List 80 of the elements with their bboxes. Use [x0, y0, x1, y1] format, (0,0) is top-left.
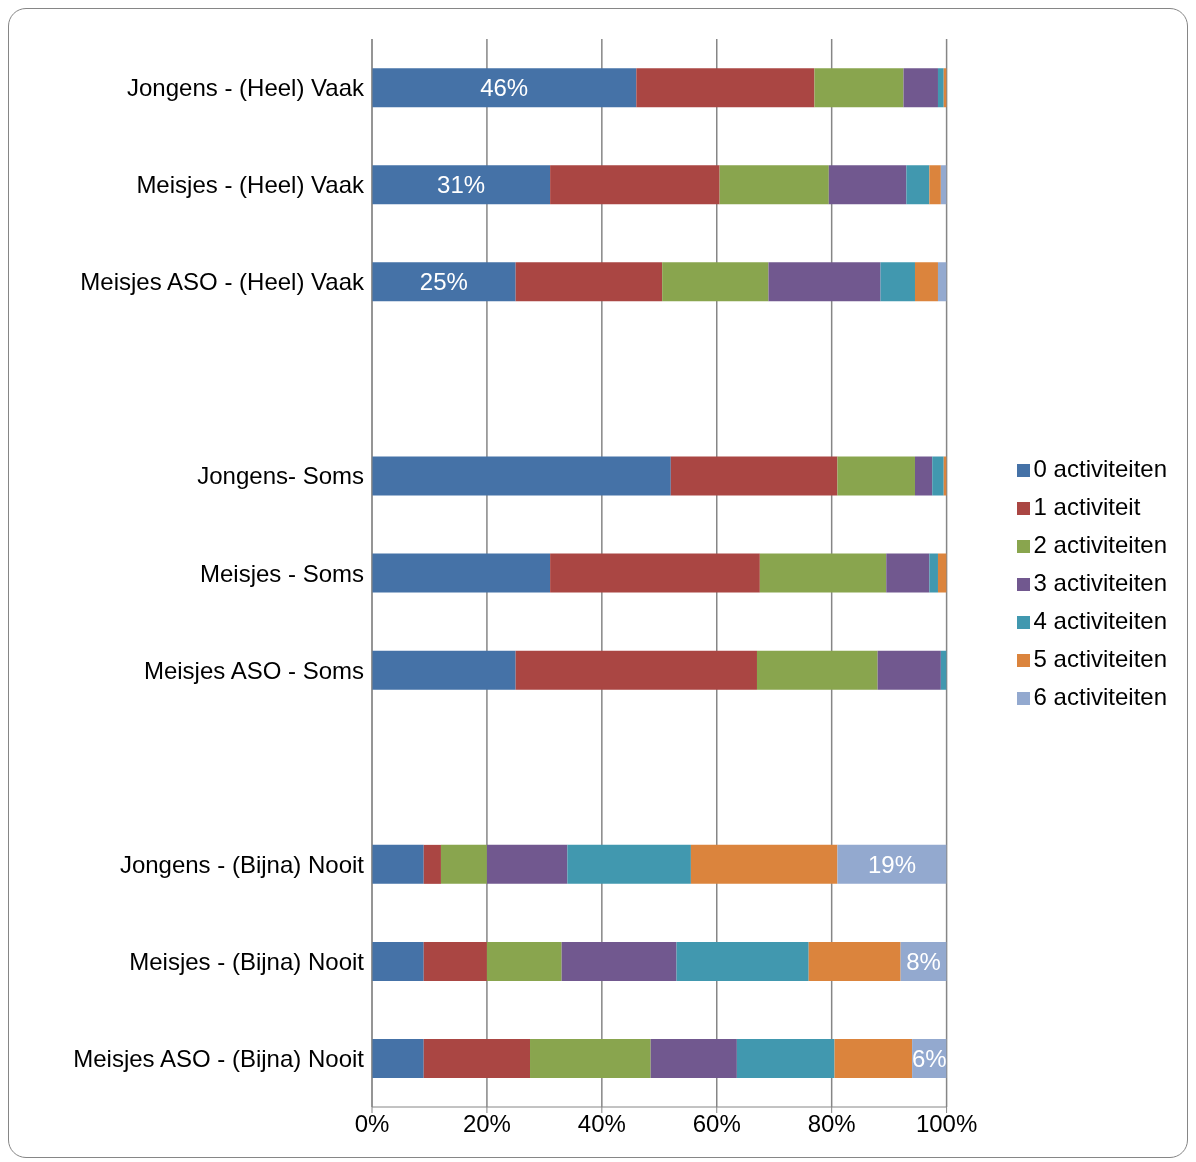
bar: [929, 553, 938, 593]
bar: [561, 941, 677, 981]
data-label: 19%: [867, 850, 917, 878]
bar: [906, 165, 930, 205]
bar: [768, 262, 881, 302]
legend-label: 4 activiteiten: [1033, 607, 1167, 634]
bar: [372, 1039, 424, 1079]
bar: [567, 844, 691, 884]
bar: [486, 941, 562, 981]
bar: [929, 165, 941, 205]
bar: [914, 262, 938, 302]
y-tick-label: Meisjes - (Bijna) Nooit: [129, 947, 365, 975]
bar: [690, 844, 838, 884]
x-tick-label: 20%: [462, 1110, 511, 1138]
bar: [886, 553, 930, 593]
bar: [372, 844, 424, 884]
legend-label: 2 activiteiten: [1033, 531, 1167, 558]
bar: [937, 262, 947, 302]
y-tick-label: Meisjes ASO - (Heel) Vaak: [80, 268, 365, 296]
bar: [932, 456, 944, 496]
x-tick-label: 0%: [354, 1110, 390, 1138]
bar: [515, 262, 663, 302]
data-label: 6%: [912, 1045, 947, 1073]
legend-label: 6 activiteiten: [1033, 683, 1167, 710]
bar: [756, 650, 878, 690]
y-tick-label: Meisjes ASO - (Bijna) Nooit: [73, 1044, 365, 1072]
data-label: 25%: [419, 268, 468, 296]
bar: [550, 165, 720, 205]
y-tick-label: Meisjes - (Heel) Vaak: [136, 171, 365, 199]
bar: [837, 456, 915, 496]
bar: [650, 1039, 737, 1079]
bar: [828, 165, 907, 205]
bar: [937, 68, 944, 108]
bar: [423, 941, 487, 981]
x-tick-label: 40%: [577, 1110, 626, 1138]
bar: [372, 456, 671, 496]
bar: [903, 68, 938, 108]
bar: [759, 553, 887, 593]
bar: [877, 650, 941, 690]
bar: [662, 262, 769, 302]
bar: [372, 262, 516, 302]
data-label: 31%: [437, 171, 486, 199]
bar: [423, 1039, 531, 1079]
bar: [372, 553, 551, 593]
x-tick-label: 60%: [692, 1110, 741, 1138]
y-tick-label: Meisjes ASO - Soms: [143, 656, 364, 684]
bar: [550, 553, 760, 593]
legend-label: 5 activiteiten: [1033, 645, 1167, 672]
bar: [837, 844, 947, 884]
bar: [372, 650, 516, 690]
legend-label: 0 activiteiten: [1033, 455, 1167, 482]
bar: [834, 1039, 913, 1079]
bar: [736, 1039, 835, 1079]
bar: [808, 941, 901, 981]
bar: [636, 68, 815, 108]
bar: [670, 456, 838, 496]
bar: [530, 1039, 651, 1079]
bar: [676, 941, 809, 981]
bar: [719, 165, 829, 205]
bar: [440, 844, 487, 884]
x-tick-label: 80%: [807, 1110, 856, 1138]
bar: [372, 68, 637, 108]
bar: [814, 68, 904, 108]
y-tick-label: Jongens- Soms: [197, 462, 364, 490]
legend-label: 3 activiteiten: [1033, 569, 1167, 596]
data-label: 46%: [480, 74, 529, 102]
bar: [372, 165, 551, 205]
data-label: 8%: [906, 947, 941, 975]
bar: [880, 262, 915, 302]
legend-label: 1 activiteit: [1033, 493, 1141, 520]
bar: [423, 844, 441, 884]
y-tick-label: Jongens - (Bijna) Nooit: [119, 850, 365, 878]
x-tick-label: 100%: [915, 1110, 978, 1138]
bar: [486, 844, 568, 884]
bar: [937, 553, 947, 593]
y-tick-label: Jongens - (Heel) Vaak: [127, 74, 365, 102]
bar: [914, 456, 933, 496]
bar: [515, 650, 757, 690]
y-tick-label: Meisjes - Soms: [199, 559, 364, 587]
bar: [372, 941, 424, 981]
